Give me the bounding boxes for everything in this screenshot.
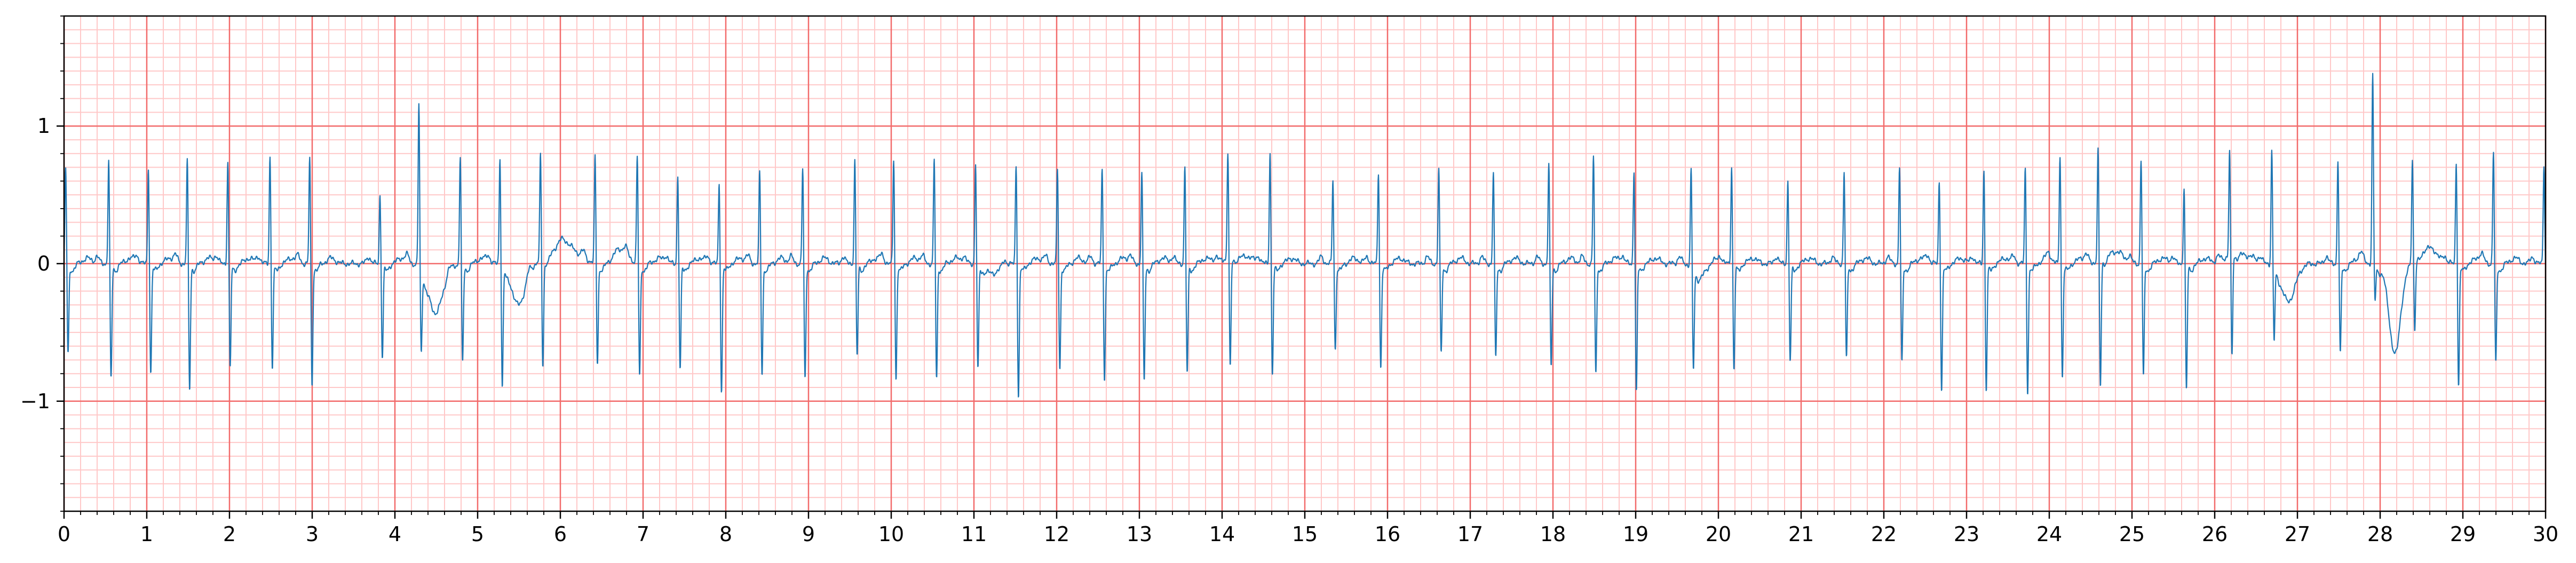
x-tick-label: 14 [1209, 522, 1235, 546]
x-tick-label: 21 [1788, 522, 1814, 546]
x-tick-label: 9 [802, 522, 815, 546]
x-tick-label: 25 [2119, 522, 2145, 546]
x-tick-label: 18 [1540, 522, 1566, 546]
x-tick-label: 1 [140, 522, 153, 546]
x-tick-label: 7 [637, 522, 649, 546]
x-tick-label: 10 [878, 522, 904, 546]
x-tick-label: 15 [1292, 522, 1318, 546]
x-tick-label: 29 [2450, 522, 2476, 546]
x-tick-label: 5 [471, 522, 484, 546]
x-tick-label: 4 [389, 522, 401, 546]
x-tick-label: 26 [2202, 522, 2228, 546]
x-tick-label: 28 [2367, 522, 2393, 546]
major-grid [63, 16, 2547, 511]
x-tick-label: 30 [2533, 522, 2558, 546]
x-tick-label: 13 [1127, 522, 1152, 546]
y-axis-ticks: −1 0 1 [20, 15, 64, 512]
x-axis-ticks: 0 1 2 3 4 5 6 7 8 9 10 11 12 13 14 15 16 17 18 19 20 21 22 23 24… [58, 511, 2558, 546]
ecg-trace-line [63, 73, 2547, 398]
x-tick-label: 24 [2036, 522, 2062, 546]
ecg-trace-layer [63, 73, 2547, 398]
x-tick-label: 11 [961, 522, 987, 546]
y-tick-label: 1 [37, 114, 50, 138]
x-tick-label: 20 [1706, 522, 1731, 546]
x-tick-label: 12 [1044, 522, 1069, 546]
y-tick-label: 0 [37, 252, 50, 275]
x-tick-label: 17 [1457, 522, 1483, 546]
x-tick-label: 8 [719, 522, 732, 546]
x-tick-label: 23 [1954, 522, 1979, 546]
x-tick-label: 19 [1623, 522, 1648, 546]
x-tick-label: 27 [2285, 522, 2310, 546]
x-tick-label: 3 [306, 522, 319, 546]
y-tick-label: −1 [20, 390, 50, 413]
x-tick-label: 16 [1375, 522, 1400, 546]
x-tick-label: 0 [58, 522, 70, 546]
x-tick-label: 22 [1871, 522, 1897, 546]
x-tick-label: 6 [554, 522, 567, 546]
x-tick-label: 2 [223, 522, 236, 546]
